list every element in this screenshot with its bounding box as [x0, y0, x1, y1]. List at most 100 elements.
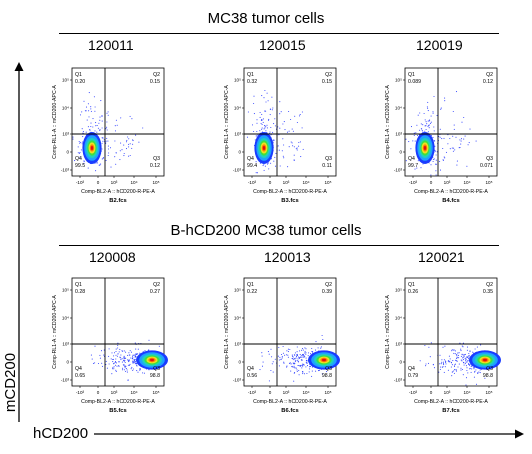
- x-tick-label: 10⁵: [485, 390, 492, 395]
- event-dot: [305, 353, 307, 355]
- event-dot: [256, 119, 258, 121]
- event-dot: [132, 143, 134, 145]
- event-dot: [417, 160, 419, 162]
- quadrant-name: Q1: [75, 72, 82, 78]
- event-dot: [279, 165, 281, 167]
- event-dot: [246, 136, 249, 138]
- event-dot: [470, 371, 472, 373]
- event-dot: [428, 127, 430, 129]
- event-dot: [247, 111, 249, 113]
- event-dot: [298, 369, 300, 372]
- plot-x-title: Comp-BL2-A :: hCD200-R-PE-A: [414, 399, 488, 405]
- event-dot: [132, 368, 134, 370]
- event-dot: [132, 139, 134, 141]
- event-dot: [253, 113, 255, 115]
- event-dot: [259, 369, 261, 371]
- event-dot: [440, 363, 442, 365]
- event-dot: [137, 348, 139, 350]
- event-dot: [439, 169, 442, 171]
- y-tick-label: 0: [238, 150, 241, 155]
- event-dot: [129, 115, 131, 117]
- x-tick-label: 10⁵: [485, 180, 492, 185]
- event-dot: [298, 374, 300, 376]
- event-dot: [95, 170, 97, 172]
- event-dot: [293, 372, 295, 374]
- event-dot: [460, 359, 462, 361]
- event-dot: [121, 369, 124, 371]
- event-dot: [93, 96, 95, 98]
- event-dot: [432, 160, 434, 163]
- event-dot: [447, 369, 449, 371]
- event-dot: [449, 148, 451, 150]
- event-dot: [110, 358, 112, 360]
- quadrant-name: Q1: [75, 282, 82, 288]
- event-dot: [318, 369, 321, 371]
- x-tick-label: 10⁴: [130, 180, 137, 185]
- event-dot: [453, 124, 455, 126]
- event-dot: [456, 360, 458, 362]
- event-dot: [128, 361, 130, 363]
- event-dot: [303, 364, 305, 366]
- event-dot: [430, 164, 432, 166]
- plot-frame: [71, 277, 165, 387]
- event-dot: [455, 369, 457, 371]
- quadrant-name: Q4: [408, 366, 415, 372]
- event-dot: [455, 136, 457, 138]
- event-dot: [256, 122, 258, 124]
- quadrant-percent: 0.27: [150, 289, 160, 295]
- y-axis-arrow: [14, 62, 24, 422]
- event-dot: [158, 345, 160, 347]
- event-dot: [83, 162, 85, 164]
- event-dot: [429, 356, 431, 358]
- event-dot: [479, 372, 481, 374]
- plot-x-title: Comp-BL2-A :: hCD200-R-PE-A: [81, 399, 155, 405]
- quadrant-percent: 0.22: [247, 289, 257, 295]
- event-dot: [263, 97, 265, 99]
- x-tick-label: 0: [97, 390, 100, 395]
- event-dot: [414, 140, 416, 142]
- event-dot: [117, 353, 119, 355]
- event-dot: [123, 369, 125, 371]
- event-dot: [283, 157, 285, 159]
- event-dot: [267, 100, 269, 102]
- x-tick-label: 10⁴: [130, 390, 137, 395]
- event-dot: [101, 365, 104, 367]
- event-dot: [148, 349, 150, 351]
- plot-file-name: B6.fcs: [281, 408, 298, 414]
- event-dot: [79, 142, 81, 144]
- event-dot: [464, 357, 466, 359]
- event-dot: [94, 345, 96, 347]
- sample-id-120013: 120013: [264, 249, 311, 265]
- quadrant-name: Q4: [247, 366, 254, 372]
- event-dot: [282, 155, 284, 157]
- quadrant-percent: 99.4: [247, 163, 257, 169]
- event-dot: [97, 362, 100, 365]
- x-tick-label: 10³: [283, 390, 290, 395]
- event-dot: [476, 372, 479, 374]
- event-dot: [429, 122, 432, 124]
- event-dot: [290, 363, 292, 365]
- event-dot: [469, 363, 471, 365]
- event-dot: [128, 364, 131, 366]
- density-contour: [322, 358, 326, 362]
- event-dot: [296, 360, 298, 362]
- event-dot: [127, 354, 129, 356]
- event-dot: [294, 367, 296, 369]
- event-dot: [427, 362, 430, 364]
- event-dot: [259, 116, 261, 118]
- event-dot: [430, 174, 432, 176]
- event-dot: [117, 347, 119, 349]
- y-tick-label: -10³: [233, 168, 242, 173]
- event-dot: [297, 361, 300, 363]
- event-dot: [282, 352, 284, 354]
- event-dot: [139, 352, 141, 354]
- event-dot: [305, 359, 308, 361]
- event-dot: [266, 92, 268, 94]
- y-tick-label: 0: [66, 150, 69, 155]
- event-dot: [107, 148, 110, 150]
- event-dot: [296, 147, 298, 149]
- event-dot: [132, 361, 134, 363]
- event-dot: [443, 364, 445, 366]
- event-dot: [422, 131, 424, 133]
